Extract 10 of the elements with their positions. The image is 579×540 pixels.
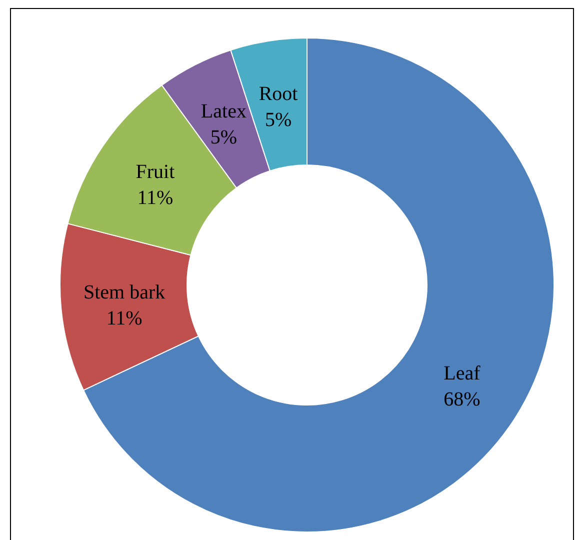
slice-label: Fruit [136, 160, 176, 183]
data-label: 11% [106, 307, 142, 330]
data-label: 5% [264, 108, 292, 131]
data-label: 68% [444, 388, 480, 410]
slice-label: Stem bark [83, 281, 166, 304]
data-label: 11% [137, 186, 174, 209]
slice-label: Latex [200, 100, 246, 122]
data-label: 5% [210, 126, 238, 148]
slice-label: Root [258, 82, 298, 105]
slice-label: Leaf [444, 362, 481, 384]
